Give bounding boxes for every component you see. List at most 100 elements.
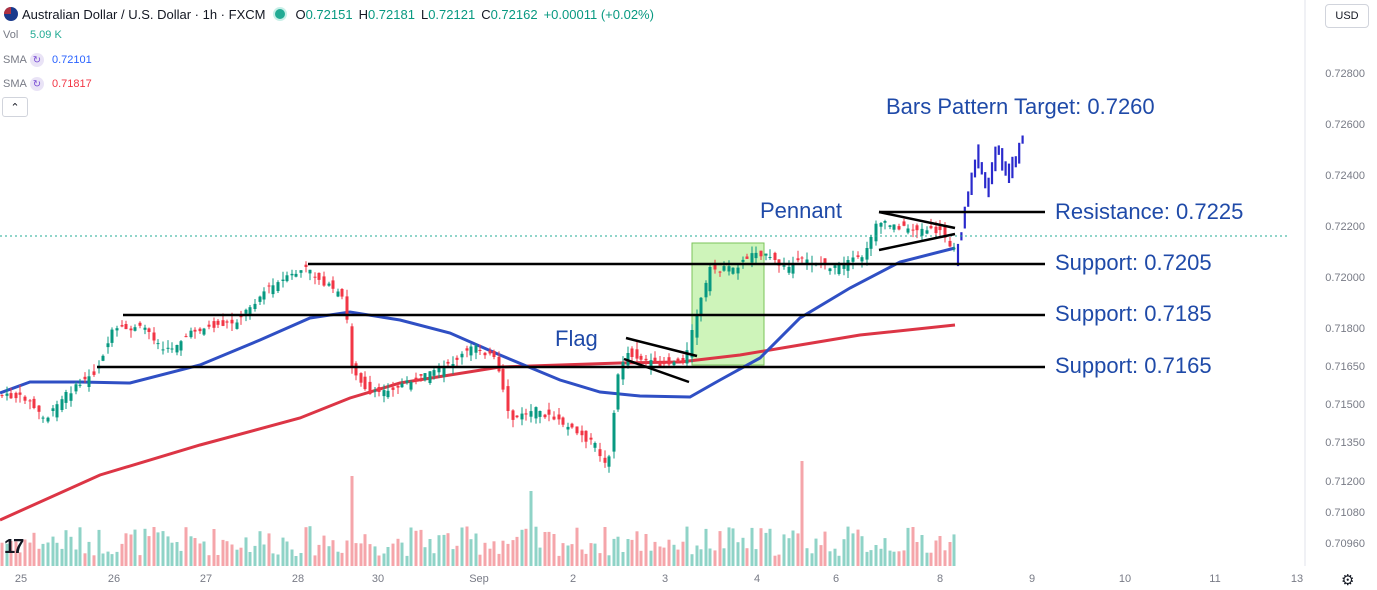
candle (23, 395, 27, 404)
indicator-sma-fast[interactable]: SMA ↻ 0.72101 (3, 53, 92, 67)
level-lines (97, 210, 1045, 369)
volume-bar (695, 545, 699, 566)
volume-bar (575, 527, 579, 566)
candle (534, 406, 538, 424)
candle (156, 339, 160, 350)
indicator-volume[interactable]: Vol 5.09 K (3, 29, 62, 41)
volume-bar (626, 539, 630, 566)
volume-bar (653, 541, 657, 566)
candle (285, 271, 289, 283)
candle (593, 441, 597, 452)
volume-bar (672, 544, 676, 566)
volume-bar (741, 537, 745, 566)
x-tick: 26 (107, 573, 121, 585)
candle (731, 267, 735, 275)
volume-bar (432, 553, 436, 566)
candle (584, 430, 588, 449)
sma-loading-icon: ↻ (30, 77, 44, 91)
volume-bar (396, 538, 400, 566)
volume-bar (437, 535, 441, 566)
volume-bar (170, 542, 174, 566)
volume-bar (469, 539, 473, 566)
volume-bar (189, 536, 193, 566)
candle (948, 237, 952, 248)
candle (202, 327, 206, 336)
volume-bar (649, 550, 653, 566)
flag-lower-line (623, 357, 690, 384)
gear-icon[interactable]: ⚙ (1341, 572, 1355, 589)
candle (925, 226, 929, 235)
candle (271, 278, 275, 298)
volume-bar (511, 540, 515, 566)
volume-bar (350, 476, 354, 566)
volume-bar (92, 555, 96, 566)
candle (101, 354, 105, 362)
candle (501, 364, 505, 393)
candle (46, 416, 50, 424)
volume-bar (662, 547, 666, 566)
collapse-indicators-button[interactable]: ⌃ (2, 97, 28, 117)
candle (37, 405, 41, 420)
volume-bar (598, 553, 602, 566)
candle (529, 404, 533, 423)
x-tick: 3 (661, 573, 669, 585)
volume-bar (115, 551, 119, 566)
volume-bar (759, 528, 763, 566)
flag-upper-line (625, 336, 698, 358)
candle (626, 346, 630, 369)
candle (225, 319, 229, 329)
volume-bar (87, 541, 91, 566)
candle (580, 425, 584, 443)
volume-bar (345, 540, 349, 566)
volume-bar (391, 543, 395, 566)
volume-bar (708, 548, 712, 566)
volume-bar (368, 544, 372, 566)
volume-bar (488, 548, 492, 566)
volume-bar (414, 530, 418, 566)
candle (478, 344, 482, 355)
candle (920, 223, 924, 241)
volume-bar (106, 551, 110, 566)
candle (32, 396, 36, 410)
candle (327, 281, 331, 287)
candle (373, 387, 377, 398)
volume-bar (212, 529, 216, 566)
candle (299, 270, 303, 278)
volume-bar (934, 540, 938, 566)
y-tick: 0.71650 (1325, 361, 1365, 373)
candles (0, 218, 956, 473)
volume-bar (713, 550, 717, 566)
x-tick: 28 (291, 573, 305, 585)
candle (777, 259, 781, 273)
candle (607, 454, 611, 473)
volume-bar (363, 534, 367, 566)
volume-bar (805, 548, 809, 566)
volume-bar (276, 554, 280, 566)
volume-bar (842, 539, 846, 566)
candle (745, 253, 749, 259)
candle (612, 410, 616, 459)
volume-bar (460, 527, 464, 566)
ohlc-low: L0.72121 (420, 6, 476, 22)
candle (60, 395, 64, 413)
tradingview-logo-icon[interactable]: 17 (4, 536, 24, 558)
candle (488, 347, 492, 356)
candle (557, 408, 561, 425)
volume-bar (810, 553, 814, 566)
candle (603, 450, 607, 468)
candle (110, 327, 114, 347)
volume-bar (823, 531, 827, 566)
y-tick: 0.72800 (1325, 68, 1365, 80)
symbol-title[interactable]: Australian Dollar / U.S. Dollar · 1h · F… (22, 6, 266, 22)
candle (589, 433, 593, 445)
candle (359, 372, 363, 387)
volume-bar (501, 540, 505, 566)
volume-bar (915, 542, 919, 566)
candle (414, 372, 418, 385)
candle (754, 246, 758, 265)
volume-bar (428, 539, 432, 566)
indicator-sma-slow[interactable]: SMA ↻ 0.71817 (3, 77, 92, 91)
volume-bar (869, 550, 873, 566)
currency-selector[interactable]: USD (1325, 4, 1369, 28)
